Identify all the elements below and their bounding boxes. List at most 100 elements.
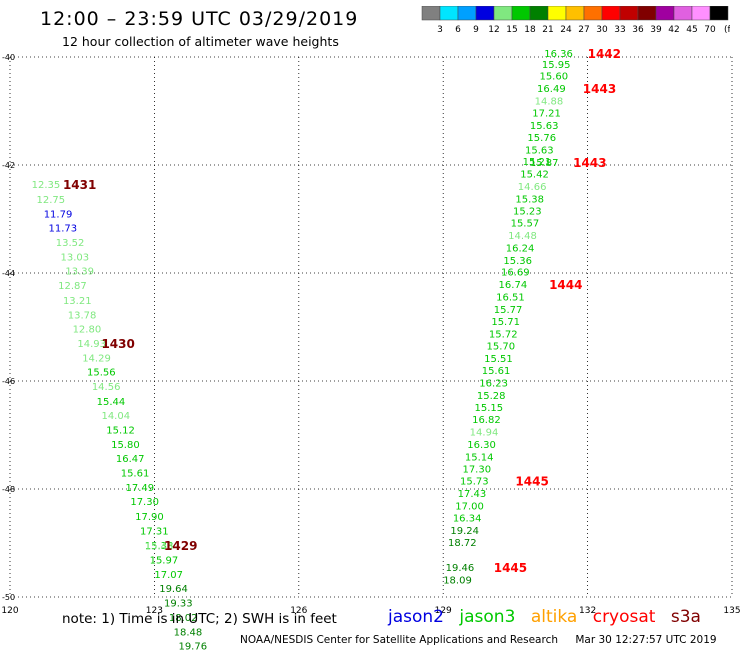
colorbar-tick-label: 45: [686, 25, 697, 34]
legend-s3a: s3a: [670, 607, 701, 627]
wave-height-label: 15.14: [465, 452, 494, 463]
x-tick-label: 120: [1, 606, 18, 616]
colorbar-tick-label: 15: [506, 25, 517, 34]
wave-height-label: 15.87: [530, 158, 559, 169]
wave-height-label: 15.57: [511, 219, 540, 230]
wave-height-label: 19.76: [178, 641, 207, 650]
wave-height-label: 13.21: [63, 296, 92, 307]
wave-height-label: 13.52: [56, 238, 85, 249]
wave-height-label: 18.02: [169, 613, 198, 624]
y-tick-label: -50: [2, 593, 15, 602]
pass-time-label: 1443: [573, 156, 606, 170]
colorbar-tick-label: 21: [542, 25, 553, 34]
colorbar-tick-label: 3: [437, 25, 443, 34]
pass-time-label: 1430: [101, 337, 134, 351]
wave-height-label: 15.80: [111, 440, 140, 451]
y-tick-label: -46: [2, 377, 15, 386]
colorbar-tick-label: 30: [596, 25, 608, 34]
wave-height-label: 15.77: [494, 305, 523, 316]
pass-time-label: 1431: [63, 178, 96, 192]
x-tick-label: 129: [435, 606, 452, 616]
wave-height-label: 19.46: [446, 563, 475, 574]
wave-height-label: 13.78: [68, 310, 97, 321]
wave-height-label: 16.74: [499, 280, 528, 291]
pass-time-label: 1444: [549, 278, 582, 292]
colorbar-tick-label: 9: [473, 25, 479, 34]
wave-height-label: 17.90: [135, 512, 164, 523]
legend-jason3: jason3: [459, 607, 516, 627]
wave-height-label: 15.42: [520, 169, 549, 180]
colorbar-tick-label: 27: [578, 25, 589, 34]
colorbar-tick-label: 6: [455, 25, 461, 34]
wave-height-label: 17.21: [532, 108, 561, 119]
wave-height-label: 15.44: [97, 397, 126, 408]
colorbar-tick-label: 12: [488, 25, 499, 34]
legend-altika: altika: [530, 607, 578, 627]
wave-height-label: 13.39: [65, 267, 94, 278]
wave-height-label: 14.66: [518, 182, 547, 193]
wave-height-label: 14.48: [508, 231, 537, 242]
legend-jason2: jason2: [388, 607, 444, 627]
colorbar-tick-label: 39: [650, 25, 662, 34]
wave-height-label: 11.73: [49, 223, 78, 234]
units-note: note: 1) Time is in UTC; 2) SWH is in fe…: [62, 611, 337, 627]
colorbar-tick-label: 24: [560, 25, 572, 34]
wave-height-label: 14.04: [101, 411, 130, 422]
y-tick-label: -42: [2, 161, 15, 170]
colorbar-unit: (ft): [724, 25, 730, 34]
x-tick-label: 123: [146, 606, 163, 616]
footer-credit: NOAA/NESDIS Center for Satellite Applica…: [240, 634, 558, 646]
pass-time-label: 1442: [588, 47, 621, 61]
wave-height-label: 15.38: [145, 541, 174, 552]
colorbar-tick-label: 70: [704, 25, 716, 34]
satellite-legend: jason2 jason3 altika cryosat s3a: [388, 607, 711, 627]
wave-height-label: 15.43: [145, 541, 174, 552]
colorbar-tick-label: 18: [524, 25, 536, 34]
wave-height-label: 16.82: [472, 415, 501, 426]
pass-time-label: 1445: [494, 561, 527, 575]
wave-height-label: 15.70: [487, 342, 516, 353]
wave-height-label: 15.97: [150, 556, 179, 567]
colorbar-tick-label: 33: [614, 25, 625, 34]
y-tick-label: -44: [2, 269, 15, 278]
wave-height-label: 14.94: [470, 428, 499, 439]
wave-height-label: 14.88: [535, 97, 564, 108]
wave-height-label: 16.69: [501, 268, 530, 279]
wave-height-label: 16.47: [116, 454, 145, 465]
wave-height-label: 15.12: [106, 425, 135, 436]
wave-height-label: 13.03: [61, 253, 90, 264]
wave-height-label: 12.87: [58, 281, 87, 292]
legend-cryosat: cryosat: [592, 607, 656, 627]
wave-height-label: 18.48: [174, 627, 203, 638]
wave-height-label: 17.30: [462, 464, 491, 475]
pass-time-label: 1445: [515, 475, 548, 489]
wave-height-label: 16.51: [496, 293, 525, 304]
pass-time-label: 1443: [583, 82, 616, 96]
wave-height-label: 15.36: [503, 256, 532, 267]
colorbar-tick-label: 42: [668, 25, 679, 34]
wave-height-label: 15.76: [527, 133, 556, 144]
wave-height-label: 17.43: [458, 489, 487, 500]
wave-height-label: 17.30: [130, 497, 159, 508]
wave-height-label: 11.79: [44, 209, 73, 220]
wave-height-label: 16.24: [506, 243, 535, 254]
wave-height-label: 15.15: [474, 403, 503, 414]
y-tick-label: -48: [2, 485, 15, 494]
footer: NOAA/NESDIS Center for Satellite Applica…: [240, 634, 717, 646]
wave-height-label: 15.63: [530, 121, 559, 132]
wave-height-label: 15.51: [484, 354, 513, 365]
wave-height-label: 15.23: [513, 207, 542, 218]
wave-height-label: 16.36: [544, 49, 573, 60]
pass-time-label: 1429: [164, 539, 197, 553]
wave-height-label: 15.95: [542, 60, 571, 71]
wave-height-label: 12.75: [36, 195, 65, 206]
wave-height-label: 14.56: [92, 382, 121, 393]
y-tick-label: -40: [2, 53, 15, 62]
wave-height-label: 19.33: [164, 599, 193, 610]
wave-height-label: 12.80: [73, 324, 102, 335]
wave-height-label: 15.60: [539, 72, 568, 83]
wave-height-label: 15.28: [477, 391, 506, 402]
wave-height-label: 15.73: [460, 477, 489, 488]
